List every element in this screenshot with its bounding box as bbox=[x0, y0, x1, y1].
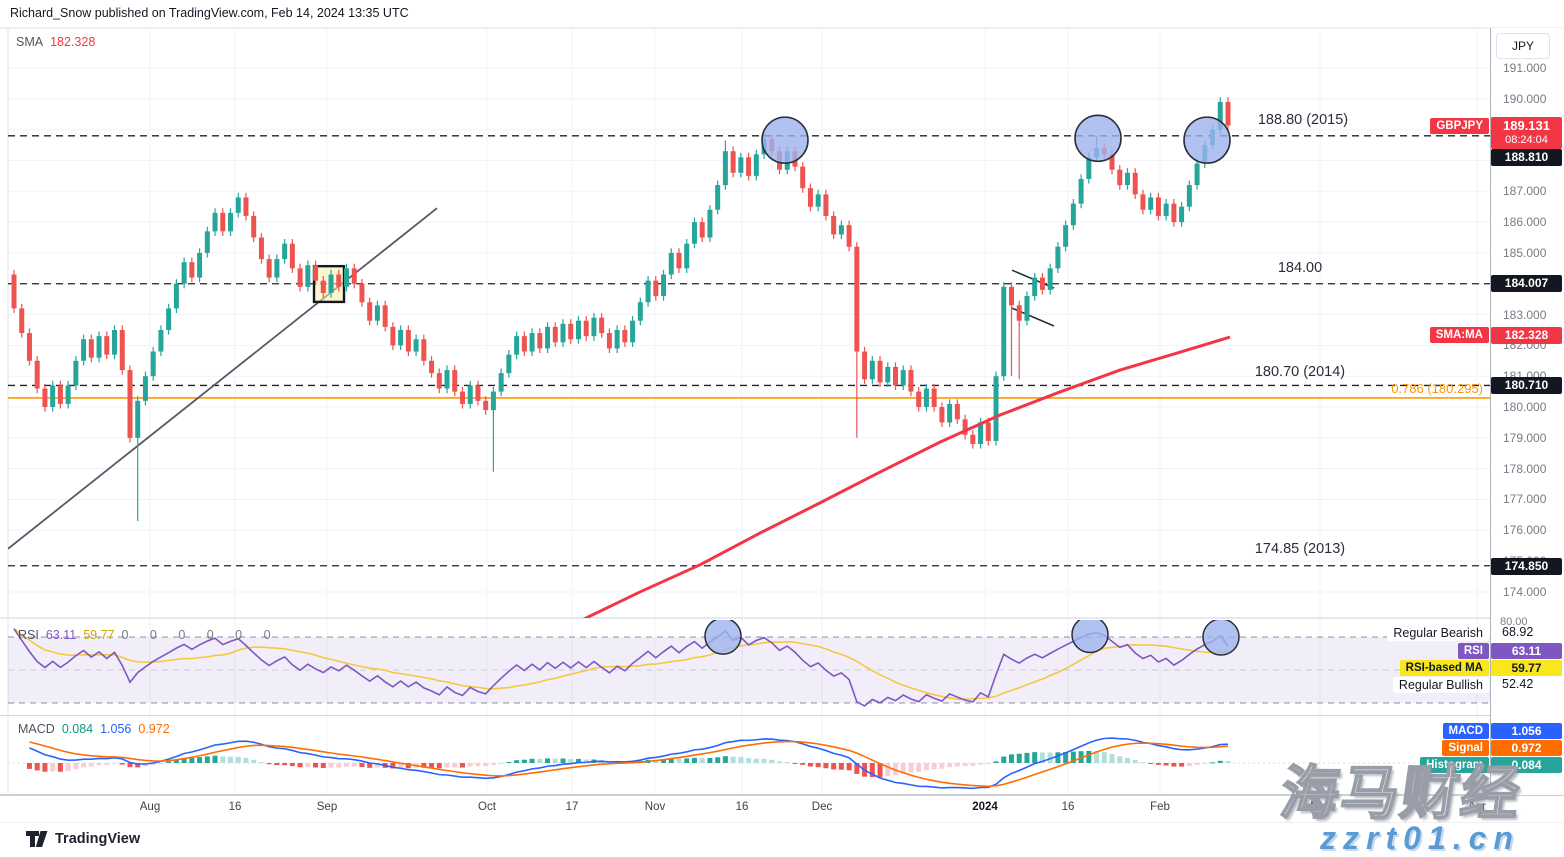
price-marker-188810: 188.810 bbox=[1491, 149, 1562, 166]
last-price-marker: 189.131 08:24:04 bbox=[1491, 117, 1562, 149]
rsi-highlight-circle bbox=[1071, 620, 1109, 654]
price-marker-180710: 180.710 bbox=[1491, 377, 1562, 394]
time-axis-label: Oct bbox=[478, 801, 496, 813]
macd-legend: MACD 0.084 1.056 0.972 bbox=[18, 722, 177, 736]
time-axis-label: 16 bbox=[1061, 801, 1075, 813]
rsi-legend: RSI 63.11 59.77 0 0 0 0 0 0 bbox=[18, 628, 287, 642]
time-axis-label: Apr bbox=[1468, 801, 1486, 813]
rsi-pane bbox=[8, 620, 1490, 707]
tradingview-brand-label: TradingView bbox=[55, 831, 141, 847]
level-label-18400: 184.00 bbox=[1277, 260, 1323, 276]
bar-countdown: 08:24:04 bbox=[1505, 134, 1548, 146]
sma-marker-value: 182.328 bbox=[1491, 327, 1562, 344]
time-axis-label: 17 bbox=[565, 801, 579, 813]
fib-level-label: 0.786 (180.295) bbox=[1391, 381, 1483, 396]
last-price-value: 189.131 bbox=[1503, 118, 1550, 133]
price-marker-174850: 174.850 bbox=[1491, 558, 1562, 575]
rsi-chip: RSI bbox=[1457, 643, 1489, 659]
histogram-value-box: 0.084 bbox=[1491, 757, 1562, 773]
price-scale-tick: 190.000 bbox=[1503, 91, 1547, 106]
macd-hist-value: 0.084 bbox=[61, 722, 94, 736]
macd-pane bbox=[8, 737, 1490, 790]
signal-value-box: 0.972 bbox=[1491, 740, 1562, 756]
signal-line bbox=[29, 740, 1229, 788]
price-scale-tick: 186.000 bbox=[1503, 215, 1547, 230]
price-marker-184007: 184.007 bbox=[1491, 275, 1562, 292]
macd-line bbox=[29, 737, 1229, 790]
price-scale-tick: 174.000 bbox=[1503, 584, 1547, 599]
macd-signal-value: 0.972 bbox=[138, 722, 170, 736]
time-axis-label: Feb bbox=[1150, 801, 1170, 813]
level-label-18880: 188.80 (2015) bbox=[1257, 112, 1349, 128]
time-axis-label: Dec bbox=[811, 801, 833, 813]
macd-value-box: 1.056 bbox=[1491, 723, 1562, 739]
price-scale-tick: 178.000 bbox=[1503, 461, 1547, 476]
price-scale-tick: 179.000 bbox=[1503, 430, 1547, 445]
price-scale-tick: 187.000 bbox=[1503, 184, 1547, 199]
rsi-regular-bullish-value: 52.42 bbox=[1502, 677, 1534, 691]
signal-chip: Signal bbox=[1442, 740, 1489, 756]
highlight-circle bbox=[761, 116, 809, 164]
rsi-regular-bearish-chip: Regular Bearish bbox=[1387, 625, 1489, 641]
macd-chip: MACD bbox=[1442, 723, 1489, 739]
watermark-cjk: 海马财经 bbox=[1276, 758, 1528, 828]
rsi-highlight-circle bbox=[704, 620, 742, 655]
rsi-ma-chip: RSI-based MA bbox=[1399, 660, 1489, 676]
price-scale-tick: 191.000 bbox=[1503, 61, 1547, 75]
rsi-line bbox=[13, 628, 1229, 707]
currency-toggle-button[interactable]: JPY bbox=[1496, 33, 1550, 59]
level-label-17485: 174.85 (2013) bbox=[1254, 541, 1346, 557]
rsi-legend-label: RSI bbox=[18, 628, 39, 642]
level-label-18070: 180.70 (2014) bbox=[1254, 364, 1346, 380]
tradingview-logo-icon bbox=[26, 831, 48, 847]
price-scale-tick: 176.000 bbox=[1503, 523, 1547, 538]
price-pane bbox=[8, 97, 1490, 618]
sma-marker-chip: SMA:MA bbox=[1429, 327, 1489, 343]
price-scale-tick: 177.000 bbox=[1503, 492, 1547, 507]
ascending-trendline bbox=[8, 207, 438, 550]
macd-line-value: 1.056 bbox=[100, 722, 132, 736]
price-scale-tick: 185.000 bbox=[1503, 245, 1547, 260]
rsi-ma-line bbox=[13, 628, 1229, 701]
grid-layer bbox=[8, 28, 1490, 795]
rsi-ma-value-box: 59.77 bbox=[1491, 660, 1562, 676]
rsi-highlight-circle bbox=[1202, 620, 1240, 656]
rsi-legend-value: 63.11 bbox=[45, 628, 77, 642]
rsi-legend-zeros: 0 0 0 0 0 0 bbox=[121, 628, 280, 642]
time-axis-label: Nov bbox=[644, 801, 666, 813]
price-scale-tick: 183.000 bbox=[1503, 307, 1547, 322]
sma-legend-value: 182.328 bbox=[50, 35, 96, 49]
time-axis-label: 2024 bbox=[972, 801, 998, 813]
rsi-regular-bullish-chip: Regular Bullish bbox=[1392, 677, 1489, 693]
rsi-value-box: 63.11 bbox=[1491, 643, 1562, 659]
price-scale-tick: 180.000 bbox=[1503, 400, 1547, 415]
time-axis-label: 16 bbox=[735, 801, 749, 813]
highlight-circle bbox=[1183, 116, 1231, 164]
time-axis-label: 16 bbox=[228, 801, 242, 813]
highlight-circle bbox=[1074, 114, 1122, 163]
histogram-chip: Histogram bbox=[1420, 757, 1489, 773]
rsi-scale-tick-80: 80.00 bbox=[1500, 616, 1528, 628]
sma-legend-label: SMA bbox=[16, 35, 44, 49]
sma-legend: SMA 182.328 bbox=[16, 35, 102, 49]
tradingview-brand[interactable]: TradingView bbox=[26, 831, 140, 847]
watermark-url: zzrt01.cn bbox=[1320, 820, 1520, 856]
time-axis-label: Mar bbox=[1310, 801, 1330, 813]
publish-byline: Richard_Snow published on TradingView.co… bbox=[10, 6, 409, 20]
macd-legend-label: MACD bbox=[18, 722, 55, 736]
symbol-chip: GBPJPY bbox=[1430, 118, 1489, 134]
rsi-ma-legend-value: 59.77 bbox=[83, 628, 115, 642]
time-axis-label: Sep bbox=[316, 801, 338, 813]
sma-200-line bbox=[582, 335, 1231, 618]
time-axis[interactable]: Aug 16 Sep Oct 17 Nov 16 Dec 2024 16 Feb Mar Apr bbox=[0, 796, 1564, 822]
rsi-regular-bearish-value: 68.92 bbox=[1502, 625, 1534, 639]
time-axis-label: Aug bbox=[139, 801, 161, 813]
